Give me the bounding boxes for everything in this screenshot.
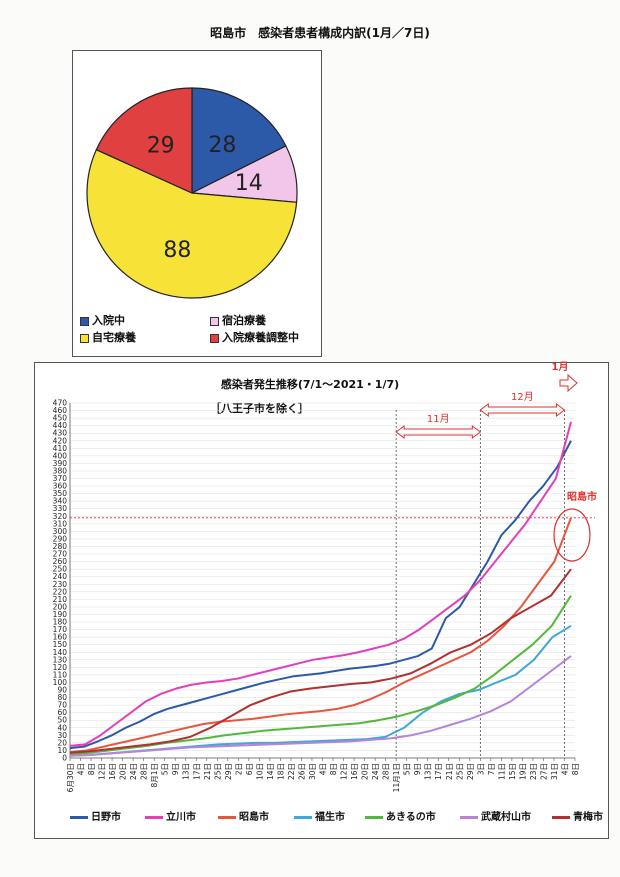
legend-label: 入院療養調整中: [222, 331, 299, 344]
pie-slice-value: 14: [235, 171, 263, 196]
pie-slice-value: 88: [163, 238, 191, 263]
line-legend-item: 日野市: [70, 808, 121, 823]
pie-slice-value: 29: [147, 133, 175, 158]
legend-label: 青梅市: [573, 812, 603, 823]
pie-slice: [95, 87, 193, 194]
legend-line: [460, 815, 478, 819]
line-legend-item: 武蔵村山市: [460, 808, 531, 823]
legend-swatch: [210, 316, 219, 326]
legend-label: 立川市: [166, 812, 196, 823]
legend-label: 宿泊療養: [222, 314, 266, 327]
legend-line: [294, 815, 312, 819]
line-chart-title: 感染者発生推移(7/1～2021・1/7): [220, 378, 400, 391]
legend-line: [552, 815, 570, 819]
pie-chart-title: 昭島市 感染者患者構成内訳(1月／7日): [210, 26, 430, 40]
legend-swatch: [210, 333, 219, 343]
pie-legend-item: 宿泊療養: [210, 312, 266, 328]
pie-chart: 28 14 88 29: [86, 87, 298, 299]
legend-line: [145, 815, 163, 819]
line-legend: 日野市 立川市 昭島市 福生市 あきるの市 武蔵村山市 青梅市: [70, 808, 603, 824]
legend-label: 昭島市: [239, 812, 269, 823]
legend-label: 自宅療養: [92, 331, 136, 344]
line-legend-item: あきるの市: [365, 808, 436, 823]
legend-label: 入院中: [92, 314, 125, 327]
legend-line: [218, 815, 236, 819]
pie-slice-value: 28: [208, 133, 236, 158]
pie-legend-item: 自宅療養: [80, 329, 136, 345]
line-legend-item: 昭島市: [218, 808, 269, 823]
line-chart-panel: [34, 362, 609, 839]
legend-label: あきるの市: [386, 812, 436, 823]
pie-legend-item: 入院療養調整中: [210, 329, 299, 345]
legend-label: 武蔵村山市: [481, 812, 531, 823]
legend-label: 日野市: [91, 812, 121, 823]
line-legend-item: 立川市: [145, 808, 196, 823]
pie-slice: [86, 148, 298, 299]
legend-line: [365, 815, 383, 819]
pie-legend-item: 入院中: [80, 312, 125, 328]
legend-line: [70, 815, 88, 819]
legend-swatch: [80, 333, 89, 343]
line-legend-item: 青梅市: [552, 808, 603, 823]
pie-slice: [191, 87, 287, 194]
line-legend-item: 福生市: [294, 808, 345, 823]
legend-label: 福生市: [315, 812, 345, 823]
line-chart-subtitle: ［八王子市を除く］: [210, 402, 309, 415]
legend-swatch: [80, 316, 89, 326]
